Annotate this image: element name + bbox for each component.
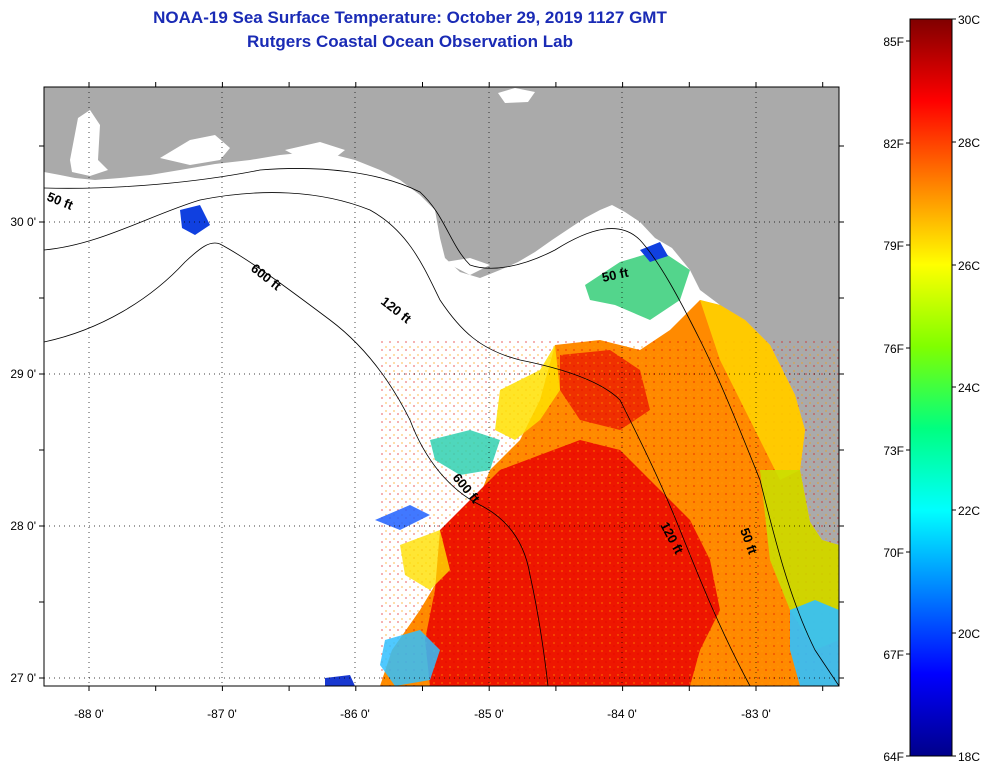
coastal-bay: [285, 142, 345, 158]
x-tick-label: -84 0': [607, 707, 637, 721]
chart-title: NOAA-19 Sea Surface Temperature: October…: [153, 8, 667, 27]
contour-600ft: [44, 242, 549, 686]
y-axis-labels: 30 0' 29 0' 28 0' 27 0': [10, 215, 36, 685]
x-tick-label: -86 0': [340, 707, 370, 721]
coastal-bay: [445, 258, 490, 275]
sst-fringe: [380, 630, 440, 686]
land-mass: [44, 87, 839, 545]
y-tick-label: 27 0': [10, 671, 36, 685]
x-tick-label: -83 0': [741, 707, 771, 721]
sst-fringe: [375, 505, 430, 530]
chart-subtitle: Rutgers Coastal Ocean Observation Lab: [247, 32, 573, 51]
y-tick-label: 30 0': [10, 215, 36, 229]
sst-nearshore-band: [585, 250, 690, 320]
x-tick-label: -87 0': [207, 707, 237, 721]
coastal-bay: [160, 135, 230, 165]
sst-fringe: [400, 530, 450, 590]
sst-fringe: [430, 430, 500, 475]
y-tick-label: 29 0': [10, 367, 36, 381]
contour-50ft: [44, 168, 839, 686]
sst-cool-patch: [640, 242, 668, 262]
x-axis-labels: -88 0' -87 0' -86 0' -85 0' -84 0' -83 0…: [74, 707, 771, 721]
contour-120ft: [44, 192, 751, 686]
coastal-bay: [498, 88, 535, 103]
sst-cool-patch: [180, 205, 210, 235]
y-tick-label: 28 0': [10, 519, 36, 533]
sst-nearshore-band: [700, 300, 805, 480]
x-tick-label: -88 0': [74, 707, 104, 721]
sst-fringe: [495, 345, 560, 440]
sst-nearshore-band: [790, 600, 839, 686]
sst-fringe: [325, 675, 355, 686]
x-tick-label: -85 0': [474, 707, 504, 721]
map-frame: [43, 86, 840, 687]
contour-label: 50 ft: [601, 265, 631, 285]
